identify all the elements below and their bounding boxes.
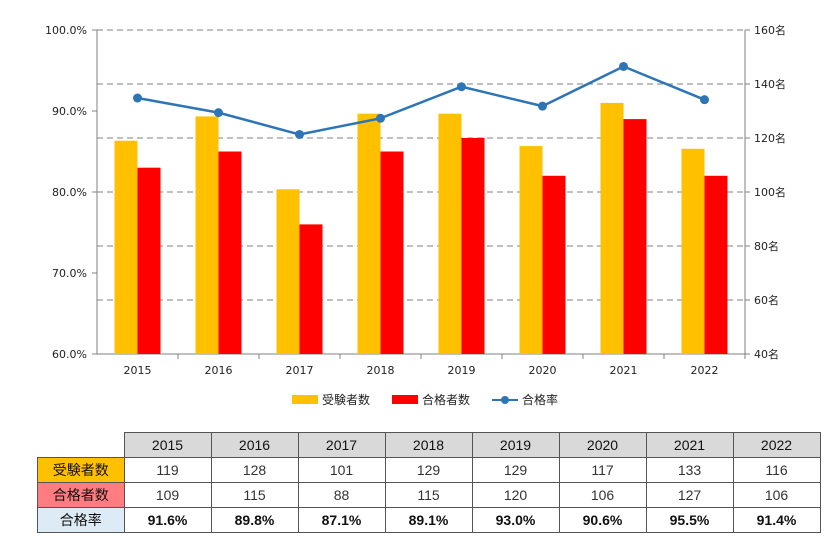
table-cell: 90.6%	[558, 507, 647, 533]
right-axis-tick-label: 100名	[754, 185, 786, 199]
table-cell: 117	[558, 457, 647, 483]
bar-passers	[623, 119, 647, 354]
table-header-year: 2021	[645, 432, 734, 458]
bar-passers	[218, 151, 242, 354]
table-cell: 95.5%	[645, 507, 734, 533]
data-table: 2015 2016 2017 2018 2019 2020 2021 2022 …	[37, 432, 821, 533]
table-cell: 128	[210, 457, 299, 483]
x-axis-tick-label: 2018	[367, 364, 395, 377]
table-header-year: 2018	[384, 432, 473, 458]
bar-applicants	[357, 113, 381, 354]
table-cell: 88	[297, 482, 386, 508]
legend-item-passers: 合格者数	[392, 391, 470, 408]
table-cell: 119	[123, 457, 212, 483]
table-header-year: 2020	[558, 432, 647, 458]
table-row-label: 合格者数	[37, 482, 125, 508]
table-cell: 106	[558, 482, 647, 508]
table-header-year: 2017	[297, 432, 386, 458]
bar-passers	[299, 224, 323, 354]
legend-label-passers: 合格者数	[422, 393, 471, 407]
right-axis-tick-label: 80名	[754, 239, 779, 253]
x-axis-tick-label: 2016	[205, 364, 233, 377]
left-axis-tick-label: 70.0%	[52, 267, 87, 280]
table-header-row: 2015 2016 2017 2018 2019 2020 2021 2022	[38, 432, 821, 458]
legend-item-applicants: 受験者数	[292, 391, 370, 408]
table-row-passers: 合格者数 109 115 88 115 120 106 127 106	[37, 482, 821, 508]
chart-legend: 受験者数 合格者数 合格率	[292, 391, 558, 408]
x-axis-tick-label: 2022	[691, 364, 719, 377]
bar-applicants	[195, 116, 219, 355]
table-cell: 106	[732, 482, 821, 508]
bar-passers	[542, 175, 566, 354]
table-cell: 89.8%	[210, 507, 299, 533]
table-cell: 116	[732, 457, 821, 483]
table-row-pass-rate: 合格率 91.6% 89.8% 87.1% 89.1% 93.0% 90.6% …	[37, 507, 821, 533]
right-axis-tick-label: 40名	[754, 347, 779, 361]
bar-applicants	[276, 189, 300, 354]
table-cell: 101	[297, 457, 386, 483]
x-axis-tick-label: 2021	[610, 364, 638, 377]
combo-chart: 60.0% 70.0% 80.0% 90.0% 100.0% 40名 60名 80名 100名 1…	[45, 23, 786, 377]
legend-swatch-passers	[392, 395, 419, 404]
point-pass-rate	[133, 93, 142, 103]
table-row-label: 受験者数	[37, 457, 125, 483]
line-pass-rate	[137, 65, 705, 136]
x-axis-tick-label: 2019	[448, 364, 476, 377]
left-axis-tick-label: 80.0%	[52, 186, 87, 199]
table-cell: 89.1%	[384, 507, 473, 533]
table-cell: 115	[210, 482, 299, 508]
legend-label-pass-rate: 合格率	[522, 393, 559, 407]
table-cell: 91.4%	[732, 507, 821, 533]
bar-passers	[380, 151, 404, 354]
x-axis-tick-label: 2017	[286, 364, 314, 377]
table-cell: 91.6%	[123, 507, 212, 533]
left-axis-tick-label: 60.0%	[52, 348, 87, 361]
x-axis-tick-label: 2015	[124, 364, 152, 377]
legend-swatch-applicants	[292, 395, 318, 404]
table-cell: 129	[471, 457, 560, 483]
bar-applicants	[438, 113, 462, 354]
point-pass-rate	[700, 95, 709, 105]
left-axis-tick-label: 90.0%	[52, 105, 87, 118]
point-pass-rate	[619, 61, 628, 71]
point-pass-rate	[376, 113, 385, 123]
right-axis-tick-label: 140名	[754, 77, 786, 91]
table-cell: 133	[645, 457, 734, 483]
x-axis-tick-label: 2020	[529, 364, 557, 377]
table-header-year: 2016	[210, 432, 299, 458]
bar-applicants	[114, 140, 138, 354]
point-pass-rate	[457, 82, 466, 92]
left-axis-tick-label: 100.0%	[45, 24, 87, 37]
legend-label-applicants: 受験者数	[322, 393, 371, 407]
bar-applicants	[519, 146, 543, 354]
table-cell: 129	[384, 457, 473, 483]
point-pass-rate	[538, 101, 547, 111]
table-cell: 109	[123, 482, 212, 508]
table-row-applicants: 受験者数 119 128 101 129 129 117 133 116	[37, 457, 821, 483]
point-pass-rate	[295, 129, 304, 139]
table-corner	[38, 433, 125, 458]
legend-item-pass-rate: 合格率	[492, 391, 558, 408]
right-axis-tick-label: 120名	[754, 131, 786, 145]
bar-applicants	[681, 148, 705, 354]
bar-passers	[461, 138, 485, 354]
legend-swatch-pass-rate	[492, 393, 519, 407]
table-cell: 120	[471, 482, 560, 508]
table-header-year: 2022	[732, 432, 821, 458]
bar-passers	[137, 167, 161, 354]
table-header-year: 2015	[123, 432, 212, 458]
right-axis-tick-label: 60名	[754, 293, 779, 307]
bar-passers	[704, 175, 728, 354]
right-axis-tick-label: 160名	[754, 23, 786, 37]
table-cell: 87.1%	[297, 507, 386, 533]
table-cell: 115	[384, 482, 473, 508]
table-row-label: 合格率	[37, 507, 125, 533]
point-pass-rate	[214, 108, 223, 118]
table-cell: 127	[645, 482, 734, 508]
table-cell: 93.0%	[471, 507, 560, 533]
bar-applicants	[600, 102, 624, 355]
table-header-year: 2019	[471, 432, 560, 458]
